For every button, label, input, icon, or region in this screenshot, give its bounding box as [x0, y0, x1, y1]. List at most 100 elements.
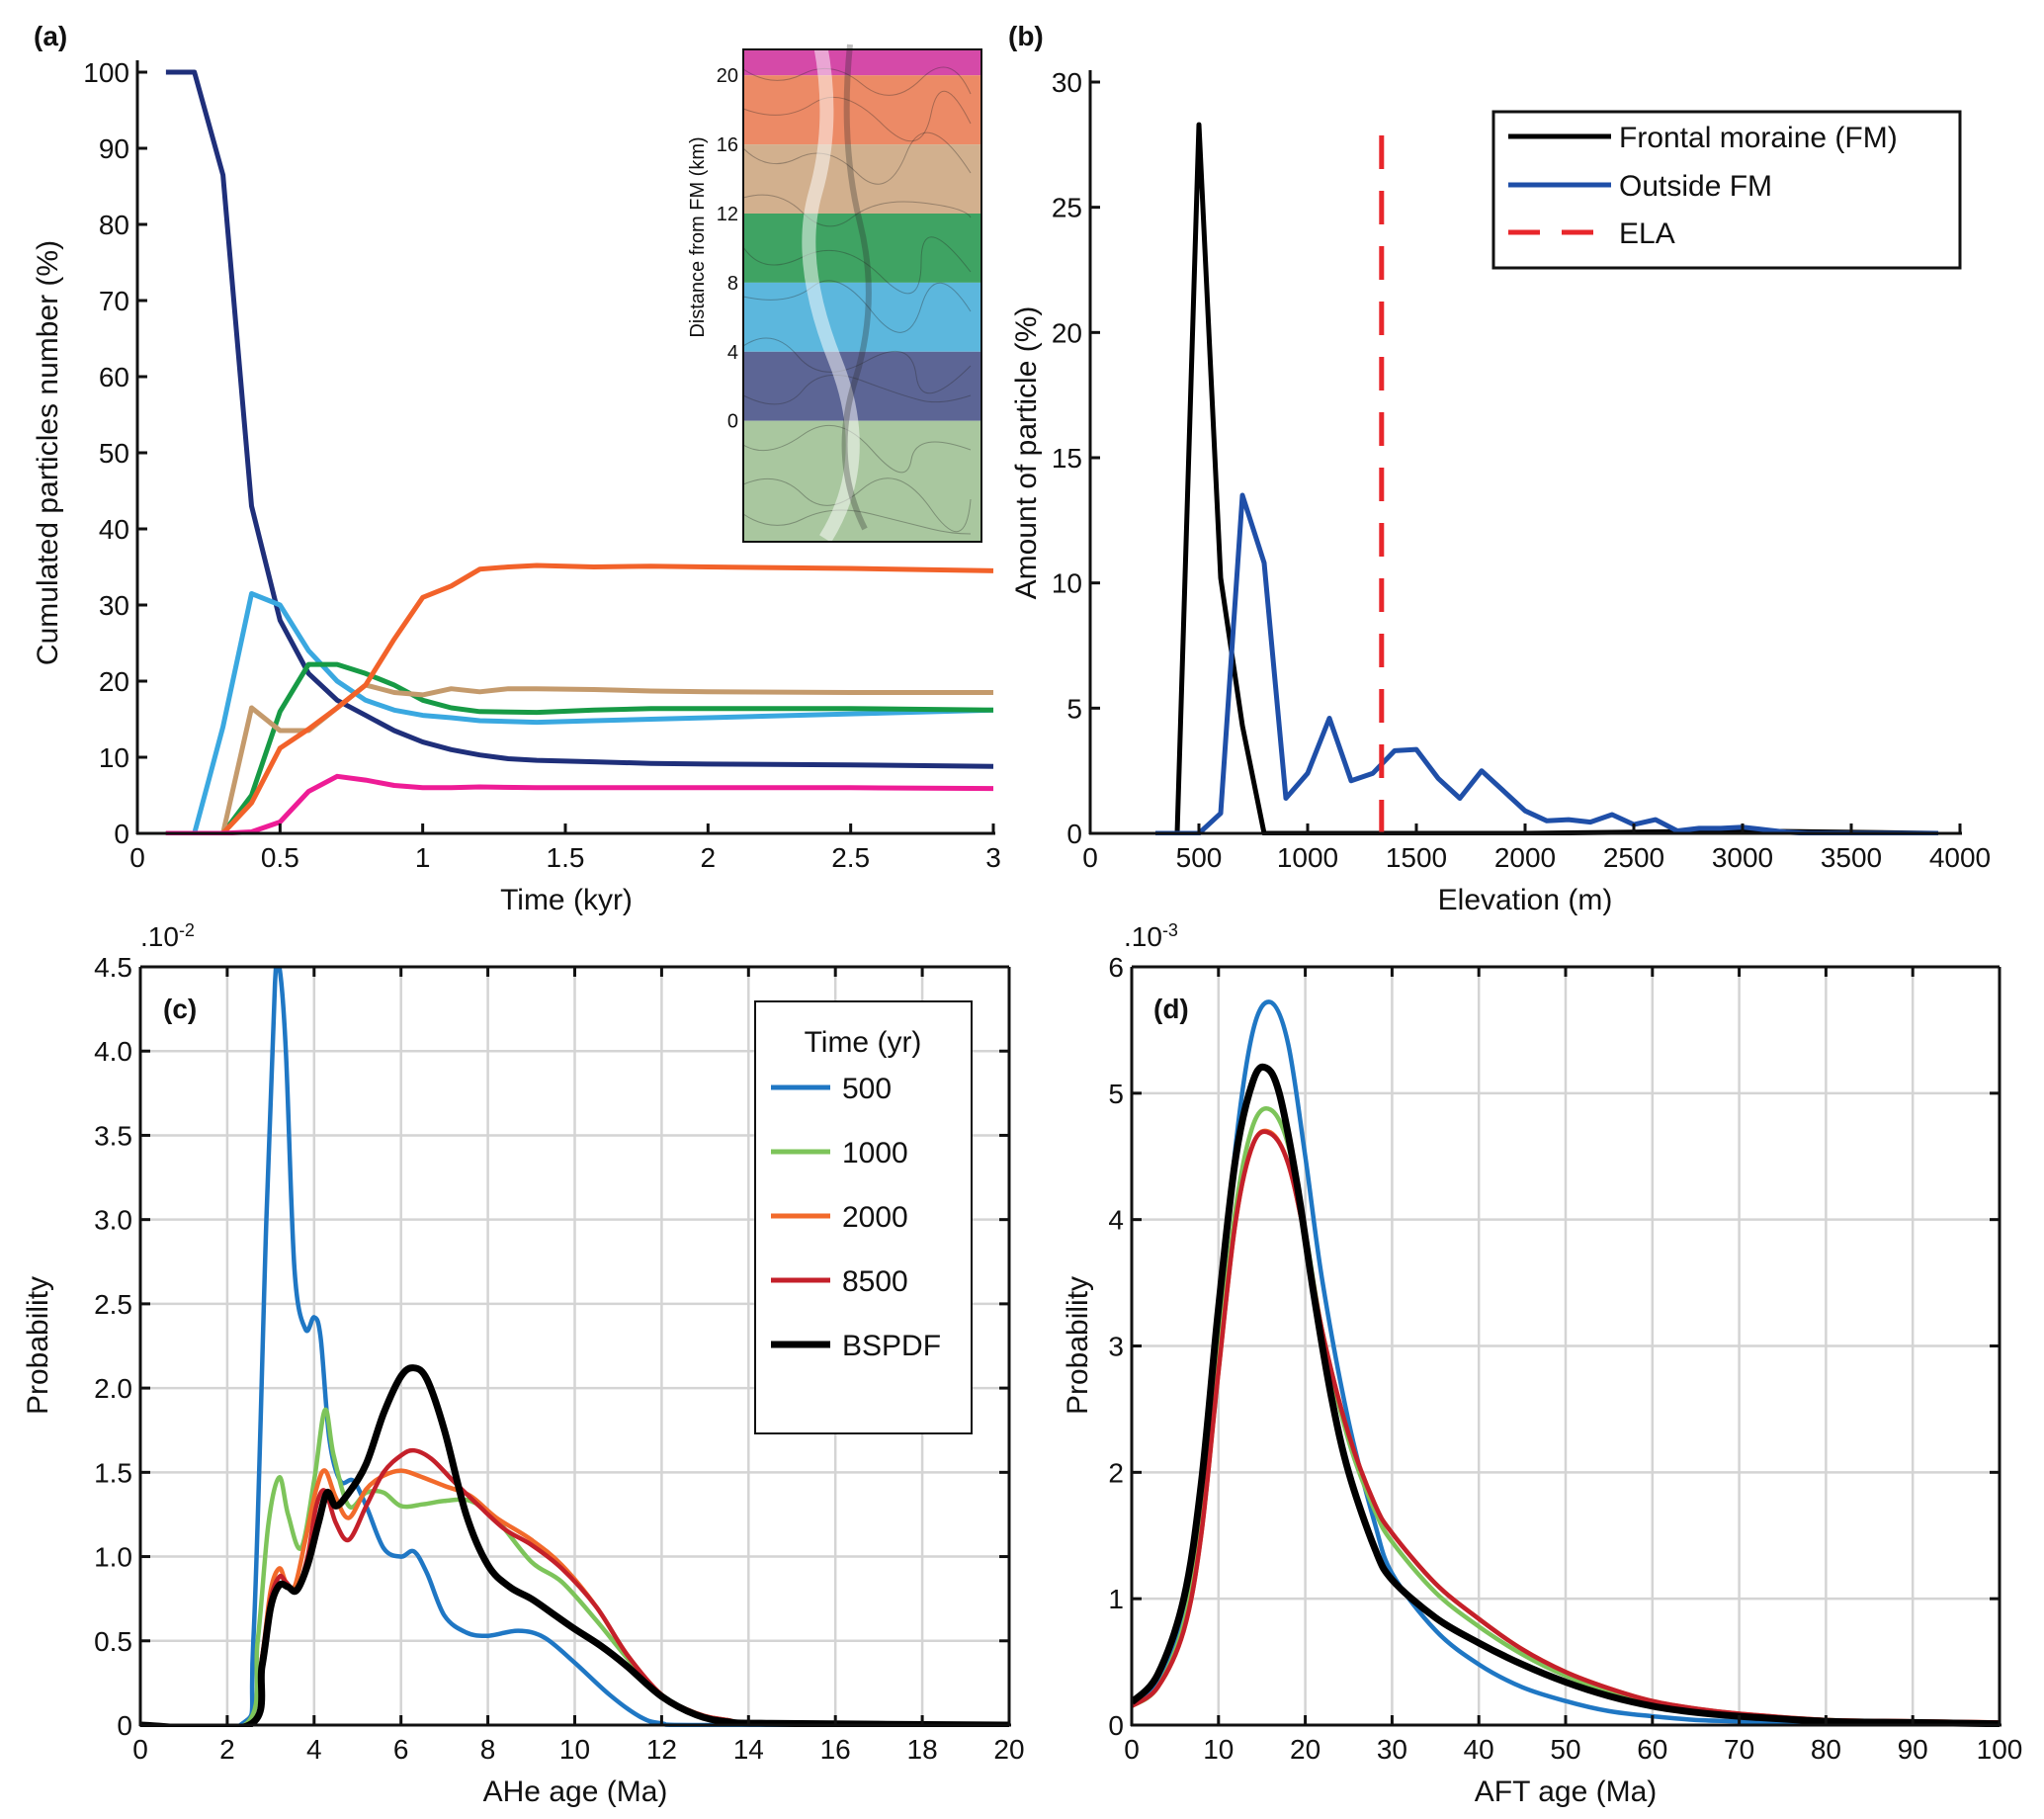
x-tick-label: 10	[559, 1734, 590, 1765]
legend-label: 2000	[842, 1201, 908, 1234]
y-tick-label: 90	[99, 133, 129, 164]
inset-tick-label: 0	[727, 411, 738, 433]
legend-label: 500	[842, 1073, 892, 1105]
x-tick-label: 4000	[1929, 842, 1991, 873]
panel-c-legend: Time (yr) 500 1000 2000 8500 BSPDF	[754, 1000, 973, 1434]
panel-b-axes: 0 500 1000 1500 2000 2500 3000 3500 4000 0 5 10 15 20…	[1052, 67, 1991, 873]
inset-frame	[742, 48, 982, 543]
x-tick-label: 0	[132, 1734, 148, 1765]
x-tick-label: 20	[993, 1734, 1024, 1765]
inset-y-axis-label: Distance from FM (km)	[687, 136, 709, 337]
y-tick-label: 40	[99, 514, 129, 545]
y-tick-label: 0	[117, 1710, 132, 1741]
x-tick-label: 500	[1176, 842, 1223, 873]
panel-d-axes: 0 10 20 30 40 50 60 70 80 90 100 0 1 2 3 4 5 6	[1108, 952, 2022, 1765]
panel-d-x-axis-label: AFT age (Ma)	[1475, 1776, 1658, 1808]
series-line-20-km	[165, 773, 994, 835]
panel-a-y-axis-label: Cumulated particles number (%)	[32, 240, 64, 665]
x-tick-label: 3000	[1712, 842, 1773, 873]
legend-title: Time (yr)	[805, 1026, 922, 1059]
x-tick-label: 1.5	[547, 842, 585, 873]
panel-d-multiplier: .10-3	[1124, 920, 1178, 952]
panel-d-y-axis-label: Probability	[1062, 1276, 1094, 1415]
x-tick-label: 50	[1550, 1734, 1580, 1765]
y-tick-label: 50	[99, 438, 129, 469]
panel-c-multiplier: .10-2	[140, 920, 195, 952]
y-tick-label: 5	[1108, 1079, 1124, 1109]
x-tick-label: 8	[480, 1734, 496, 1765]
panel-b-label: (b)	[1008, 21, 1044, 51]
x-tick-label: 2000	[1494, 842, 1556, 873]
inset-band	[743, 282, 981, 352]
inset-tick-label: 12	[717, 204, 738, 225]
y-tick-label: 1	[1108, 1584, 1124, 1614]
panel-c-x-axis-label: AHe age (Ma)	[483, 1776, 668, 1808]
x-tick-label: 60	[1637, 1734, 1667, 1765]
inset-band	[743, 351, 981, 421]
series-line-outside-fm	[1155, 492, 1938, 835]
inset-band	[743, 214, 981, 283]
panel-c-axes: 0 2 4 6 8 10 12 14 16 18 20 0 0.5 1.0 1.5 2.0 2.5 3.0 3.5 4…	[94, 952, 1025, 1765]
x-tick-label: 4	[306, 1734, 322, 1765]
series-line-16-20-km	[165, 563, 994, 835]
x-tick-label: 0	[1082, 842, 1098, 873]
y-tick-label: 100	[83, 57, 129, 88]
panel-a-series	[165, 69, 994, 835]
x-tick-label: 100	[1977, 1734, 2023, 1765]
y-tick-label: 6	[1108, 952, 1124, 983]
x-tick-label: 20	[1290, 1734, 1320, 1765]
y-tick-label: 25	[1052, 193, 1082, 223]
series-line-8-12-km	[165, 661, 994, 835]
y-tick-label: 3	[1108, 1332, 1124, 1362]
x-tick-label: 30	[1377, 1734, 1407, 1765]
panel-b-legend: Frontal moraine (FM) Outside FM ELA	[1491, 110, 1962, 270]
x-tick-label: 2	[701, 842, 717, 873]
y-tick-label: 20	[99, 666, 129, 697]
panel-b-y-axis-label: Amount of particle (%)	[1010, 306, 1043, 600]
series-line-bspdf	[140, 1364, 1010, 1727]
y-tick-label: 70	[99, 286, 129, 316]
inset-tick-label: 20	[717, 65, 738, 87]
panel-a-label: (a)	[34, 21, 67, 51]
series-line-bspdf	[1132, 1063, 2001, 1727]
inset-tick-label: 4	[727, 342, 738, 364]
panel-b-x-axis-label: Elevation (m)	[1438, 884, 1613, 916]
y-tick-label: 0	[1108, 1710, 1124, 1741]
series-line-12-16-km	[165, 682, 993, 835]
panel-c-series	[140, 967, 1010, 1727]
x-tick-label: 80	[1811, 1734, 1841, 1765]
y-tick-label: 0	[114, 819, 129, 849]
series-line-4-8-km	[165, 591, 994, 835]
x-tick-label: 10	[1203, 1734, 1234, 1765]
x-tick-label: 1000	[1277, 842, 1338, 873]
y-tick-label: 20	[1052, 317, 1082, 348]
inset-tick-label: 8	[727, 273, 738, 295]
x-tick-label: 1500	[1386, 842, 1447, 873]
x-tick-label: 70	[1724, 1734, 1754, 1765]
inset-band	[743, 49, 981, 76]
panel-d-series	[1132, 999, 2001, 1727]
panel-c: .10-2 0 2 4 6 8 10 12 14 16 18 20 0 0.5 1.0 1.5 2.0 2.5 3…	[22, 920, 1025, 1808]
legend-label: 8500	[842, 1265, 908, 1298]
y-tick-label: 3.5	[94, 1120, 132, 1151]
y-tick-label: 3.0	[94, 1205, 132, 1236]
inset-band	[743, 144, 981, 214]
x-tick-label: 90	[1898, 1734, 1928, 1765]
y-tick-label: 4	[1108, 1205, 1124, 1236]
inset-map: 20 16 12 8 4 0 Distance from FM (km)	[687, 43, 982, 543]
x-tick-label: 0	[1124, 1734, 1140, 1765]
y-tick-label: 10	[99, 742, 129, 773]
y-tick-label: 0	[1066, 819, 1082, 849]
series-line-0-4-km	[165, 69, 994, 769]
x-tick-label: 14	[733, 1734, 764, 1765]
legend-label: 1000	[842, 1137, 908, 1169]
x-tick-label: 2.5	[831, 842, 870, 873]
y-tick-label: 2	[1108, 1457, 1124, 1488]
panel-a-x-axis-label: Time (kyr)	[500, 884, 633, 916]
x-tick-label: 6	[393, 1734, 409, 1765]
y-tick-label: 60	[99, 362, 129, 392]
x-tick-label: 0	[129, 842, 145, 873]
y-tick-label: 2.0	[94, 1373, 132, 1404]
